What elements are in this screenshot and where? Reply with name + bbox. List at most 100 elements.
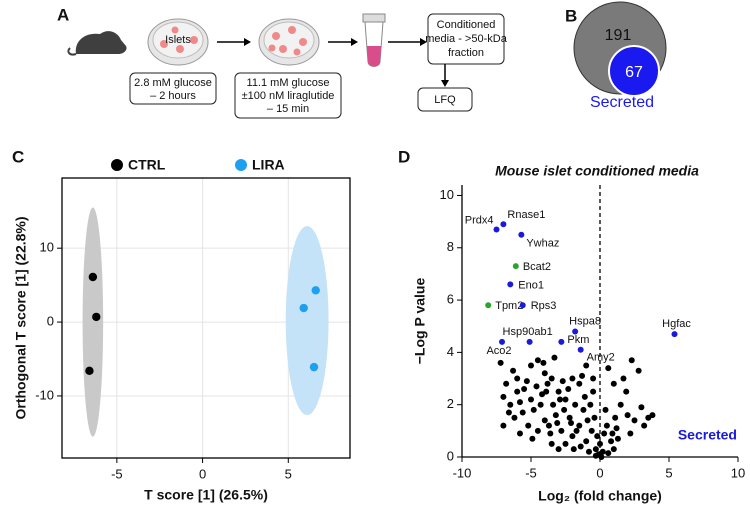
data-point bbox=[576, 380, 583, 387]
data-point bbox=[577, 443, 584, 450]
data-point bbox=[521, 386, 528, 392]
step-text: 2.8 mM glucose bbox=[134, 77, 212, 89]
y-tick-label: 0 bbox=[47, 314, 54, 329]
y-axis-label: Orthogonal T score [1] (22.8%) bbox=[13, 216, 29, 419]
data-point bbox=[561, 406, 568, 413]
data-point bbox=[649, 412, 656, 419]
data-point bbox=[572, 401, 579, 408]
data-point bbox=[565, 386, 572, 392]
legend-label: LIRA bbox=[252, 157, 285, 173]
data-point bbox=[529, 435, 536, 442]
data-point bbox=[641, 422, 648, 429]
data-point bbox=[523, 378, 530, 385]
data-point bbox=[638, 404, 645, 411]
data-point bbox=[541, 417, 548, 424]
data-point bbox=[592, 452, 599, 459]
x-tick-label: -5 bbox=[111, 466, 123, 481]
point-label: Pkm bbox=[567, 334, 589, 346]
data-point bbox=[507, 401, 514, 408]
data-point bbox=[514, 375, 521, 382]
data-point bbox=[548, 375, 555, 382]
data-point bbox=[485, 302, 492, 309]
data-point bbox=[568, 420, 575, 426]
data-point bbox=[577, 346, 584, 353]
step-text: Conditioned bbox=[437, 19, 496, 31]
point-label: Hgfac bbox=[662, 318, 691, 330]
point-label: Rps3 bbox=[531, 300, 557, 312]
mouse-tail bbox=[67, 47, 77, 56]
data-point bbox=[526, 338, 533, 345]
arrowhead bbox=[351, 38, 358, 46]
data-point bbox=[558, 427, 565, 434]
step-box bbox=[129, 72, 217, 105]
data-point bbox=[309, 362, 319, 372]
data-point bbox=[624, 412, 631, 419]
data-point bbox=[516, 430, 523, 437]
plot-frame bbox=[61, 177, 351, 459]
y-tick-label: 10 bbox=[40, 240, 54, 255]
data-point bbox=[528, 362, 534, 369]
panel-label: A bbox=[57, 5, 69, 24]
data-point bbox=[576, 422, 583, 429]
workflow-diagram: Islets 2.8 mM glucose – 2 hours 11.1 mM … bbox=[67, 13, 508, 119]
x-tick-label: -5 bbox=[525, 465, 537, 480]
data-point bbox=[572, 328, 579, 335]
data-point bbox=[623, 388, 630, 395]
step-box bbox=[417, 87, 473, 112]
data-point bbox=[569, 433, 576, 440]
data-point bbox=[528, 396, 534, 403]
legend-label: CTRL bbox=[128, 157, 166, 173]
data-point bbox=[579, 372, 586, 379]
data-point bbox=[559, 378, 566, 385]
y-tick-label: 8 bbox=[447, 239, 454, 254]
data-point bbox=[617, 401, 624, 408]
data-point bbox=[588, 427, 595, 434]
data-point bbox=[581, 393, 588, 400]
data-point bbox=[562, 440, 569, 447]
venn-outer-count: 191 bbox=[605, 27, 632, 44]
panel-label: D bbox=[398, 147, 410, 166]
data-point bbox=[608, 438, 615, 445]
panel-label: B bbox=[565, 6, 577, 25]
data-point bbox=[534, 357, 541, 364]
x-tick-label: 0 bbox=[199, 466, 206, 481]
data-point bbox=[552, 412, 559, 419]
data-point bbox=[591, 414, 598, 421]
step-box bbox=[234, 72, 342, 119]
point-label: Prdx4 bbox=[465, 214, 494, 226]
data-point bbox=[507, 281, 514, 288]
data-point bbox=[499, 338, 506, 345]
data-point bbox=[605, 365, 612, 372]
data-point bbox=[541, 370, 548, 377]
step-text: – 2 hours bbox=[150, 90, 196, 102]
data-point bbox=[92, 312, 101, 322]
data-point bbox=[635, 367, 642, 374]
point-label: Rnase1 bbox=[507, 209, 545, 221]
data-point bbox=[585, 448, 592, 455]
data-point bbox=[610, 446, 617, 453]
data-point bbox=[518, 231, 525, 238]
x-tick-label: 5 bbox=[285, 466, 292, 481]
step-text: ±100 nM liraglutide bbox=[242, 90, 335, 102]
confidence-ellipse bbox=[285, 226, 329, 416]
data-point bbox=[551, 354, 558, 361]
data-point bbox=[543, 388, 550, 395]
data-point bbox=[610, 380, 617, 387]
y-tick-label: 2 bbox=[447, 396, 454, 411]
step-text: 11.1 mM glucose bbox=[247, 77, 330, 89]
step-text: – 15 min bbox=[267, 103, 309, 115]
data-point bbox=[587, 401, 594, 408]
x-axis-label: Log₂ (fold change) bbox=[538, 488, 662, 504]
data-point bbox=[613, 425, 620, 432]
data-point bbox=[555, 388, 562, 395]
data-point bbox=[505, 409, 512, 416]
mouse-icon bbox=[75, 31, 127, 54]
data-point bbox=[570, 446, 577, 453]
chart-title: Mouse islet conditioned media bbox=[495, 163, 699, 179]
data-point bbox=[511, 414, 518, 421]
data-point bbox=[609, 430, 616, 437]
data-point bbox=[597, 440, 603, 447]
x-axis-label: T score [1] (26.5%) bbox=[144, 487, 268, 503]
data-point bbox=[533, 383, 540, 390]
data-point bbox=[534, 427, 541, 434]
